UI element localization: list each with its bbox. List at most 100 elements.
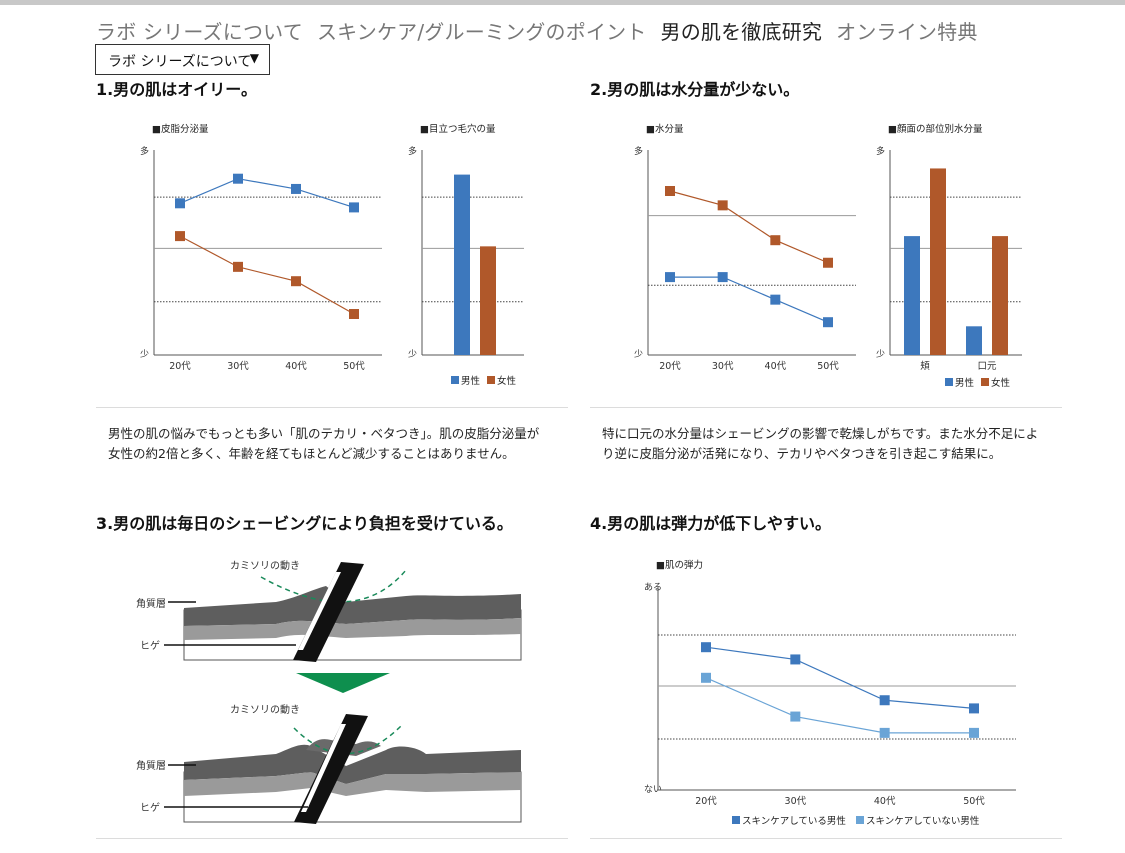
data-point: [291, 276, 301, 287]
bar: [454, 174, 470, 355]
nav-item-skin-research[interactable]: 男の肌を徹底研究: [660, 20, 823, 44]
legend-swatch: [856, 816, 864, 824]
chart-title: ■顔面の部位別水分量: [888, 123, 983, 135]
y-bottom-label: 少: [140, 349, 149, 360]
y-top-label: ある: [644, 582, 662, 593]
nav-item-about[interactable]: ラボ シリーズについて: [96, 20, 303, 44]
series-line: [179, 235, 355, 315]
legend-label: 男性: [461, 375, 481, 387]
legend-label: スキンケアしていない男性: [866, 815, 980, 827]
shaving-diagram: カミソリの動き 角質層 ヒゲ カミソリの動き 角質層 ヒゲ: [136, 559, 522, 824]
series-line: [705, 646, 975, 709]
bar: [480, 246, 496, 355]
legend-swatch: [487, 376, 495, 384]
data-point: [701, 672, 711, 683]
data-point: [233, 261, 243, 272]
y-bottom-label: 少: [634, 349, 643, 360]
section2-title: 2.男の肌は水分量が少ない。: [590, 80, 800, 99]
x-tick-label: 30代: [227, 361, 249, 372]
section2-text-line1: 特に口元の水分量はシェービングの影響で乾燥しがちです。また水分不足によ: [602, 426, 1039, 441]
chart-title: ■目立つ毛穴の量: [420, 123, 496, 135]
data-point: [823, 257, 833, 268]
bar: [930, 168, 946, 355]
bar: [966, 326, 982, 355]
data-point: [823, 317, 833, 328]
section1-title: 1.男の肌はオイリー。: [96, 80, 258, 99]
beard-label-top: ヒゲ: [140, 640, 160, 652]
nav-item-skincare-points[interactable]: スキンケア/グルーミングのポイント: [316, 20, 647, 44]
chart-title: ■水分量: [646, 123, 684, 135]
main-nav: ラボ シリーズについて スキンケア/グルーミングのポイント 男の肌を徹底研究 オ…: [96, 16, 992, 45]
chart-title: ■肌の弾力: [656, 559, 703, 571]
bar: [992, 236, 1008, 355]
transition-arrow-icon: [296, 673, 390, 693]
section1-text-line1: 男性の肌の悩みでもっとも多い「肌のテカリ・ベタつき」。肌の皮脂分泌量が: [108, 426, 540, 441]
divider: [96, 407, 568, 408]
y-bottom-label: ない: [644, 784, 662, 795]
data-point: [969, 727, 979, 738]
chevron-down-icon: ▼: [249, 51, 259, 65]
after-shave-panel: カミソリの動き 角質層 ヒゲ: [136, 703, 522, 824]
data-point: [349, 309, 359, 319]
series-line: [179, 178, 355, 208]
bar: [904, 236, 920, 355]
x-tick-label: 20代: [169, 361, 191, 372]
section2-description: 特に口元の水分量はシェービングの影響で乾燥しがちです。また水分不足によ り逆に皮…: [602, 424, 1062, 464]
data-point: [665, 272, 675, 283]
series-line: [705, 677, 974, 734]
data-point: [291, 183, 301, 194]
section-dropdown[interactable]: ラボ シリーズについて ▼: [95, 44, 270, 75]
x-tick-label: 50代: [343, 361, 365, 372]
legend-swatch: [945, 378, 953, 386]
data-point: [175, 231, 185, 242]
divider: [590, 838, 1062, 839]
x-tick-label: 40代: [874, 796, 896, 807]
nav-item-online-benefits[interactable]: オンライン特典: [836, 20, 978, 44]
stratum-label-bottom: 角質層: [136, 759, 166, 772]
y-bottom-label: 少: [876, 349, 885, 360]
top-border: [0, 0, 1125, 5]
data-point: [233, 173, 243, 184]
data-point: [879, 727, 890, 738]
x-tick-label: 20代: [695, 796, 717, 807]
y-top-label: 多: [408, 145, 417, 157]
data-point: [879, 695, 890, 706]
data-point: [175, 198, 185, 209]
data-point: [790, 654, 801, 665]
data-point: [969, 703, 979, 714]
section1-description: 男性の肌の悩みでもっとも多い「肌のテカリ・ベタつき」。肌の皮脂分泌量が 女性の約…: [108, 424, 568, 464]
x-tick-label: 30代: [712, 361, 734, 372]
data-point: [770, 235, 781, 246]
x-tick-label: 20代: [659, 361, 681, 372]
data-point: [717, 272, 728, 283]
data-point: [717, 200, 728, 211]
x-tick-label: 頬: [920, 360, 930, 372]
series-line: [669, 190, 829, 264]
data-point: [349, 202, 359, 213]
legend-swatch: [981, 378, 989, 386]
x-tick-label: 50代: [963, 796, 985, 807]
y-top-label: 多: [876, 145, 885, 157]
data-point: [790, 711, 801, 722]
x-tick-label: 50代: [817, 361, 839, 372]
x-tick-label: 口元: [977, 361, 997, 372]
y-top-label: 多: [634, 145, 643, 157]
dropdown-selected: ラボ シリーズについて: [108, 54, 252, 70]
data-point: [701, 642, 711, 653]
y-bottom-label: 少: [408, 349, 417, 360]
x-tick-label: 30代: [785, 796, 807, 807]
divider: [96, 838, 568, 839]
legend-label: 男性: [955, 377, 975, 389]
x-tick-label: 40代: [285, 361, 307, 372]
y-top-label: 多: [140, 145, 149, 157]
divider: [590, 407, 1062, 408]
section4-title: 4.男の肌は弾力が低下しやすい。: [590, 514, 832, 533]
